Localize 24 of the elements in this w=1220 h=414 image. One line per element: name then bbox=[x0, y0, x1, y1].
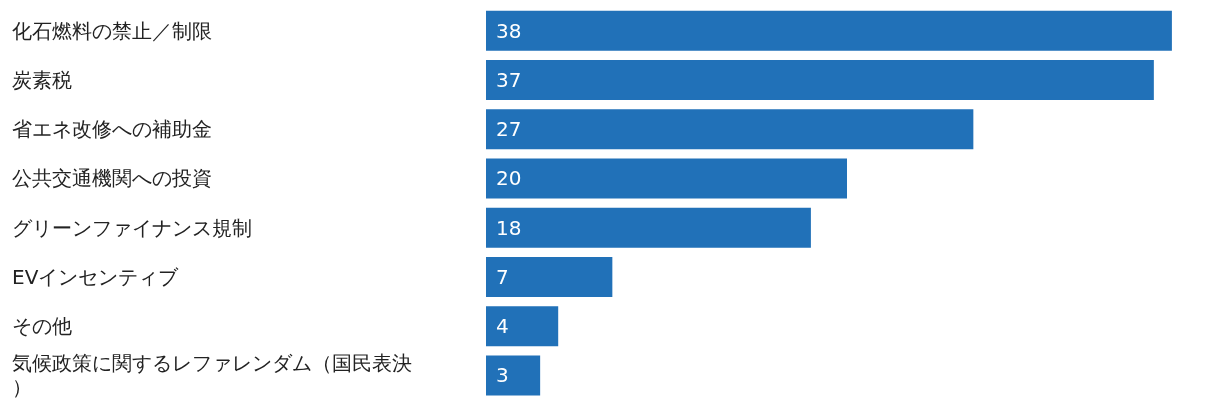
y-tick-label: その他 bbox=[12, 314, 72, 339]
data-label: 4 bbox=[496, 314, 509, 339]
data-label: 20 bbox=[496, 166, 522, 191]
bar bbox=[486, 207, 811, 248]
bar bbox=[486, 306, 559, 347]
bar bbox=[486, 158, 847, 199]
data-label: 7 bbox=[496, 264, 509, 289]
y-tick-label: 公共交通機関への投資 bbox=[12, 166, 212, 191]
data-label: 18 bbox=[496, 215, 522, 240]
y-tick-label: EVインセンティブ bbox=[12, 264, 180, 289]
bar bbox=[486, 109, 974, 150]
y-tick-label: 省エネ改修への補助金 bbox=[12, 117, 212, 142]
y-tick-label: グリーンファイナンス規制 bbox=[12, 215, 252, 240]
bar bbox=[486, 59, 1154, 100]
data-label: 27 bbox=[496, 117, 522, 142]
y-tick-label: 気候政策に関するレファレンダム（国民表決） bbox=[12, 351, 412, 400]
data-label: 37 bbox=[496, 67, 522, 92]
y-tick-label: 炭素税 bbox=[12, 67, 72, 92]
bar bbox=[486, 355, 541, 396]
data-label: 38 bbox=[496, 18, 522, 43]
bar bbox=[486, 10, 1172, 51]
y-tick-label: 化石燃料の禁止／制限 bbox=[12, 18, 212, 43]
bar bbox=[486, 256, 613, 297]
data-label: 3 bbox=[496, 363, 509, 388]
